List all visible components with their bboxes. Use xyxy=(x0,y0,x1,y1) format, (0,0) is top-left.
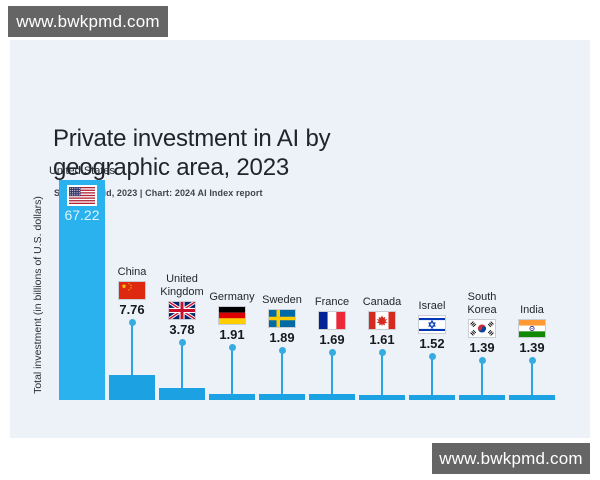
callout-dot-cn xyxy=(128,318,136,326)
flag-icon-il xyxy=(418,315,446,334)
callout-dot-in xyxy=(528,356,536,364)
bar-gb xyxy=(159,388,205,400)
country-annotation-ca: Canada 1.61 xyxy=(354,296,410,347)
bar-value-de: 1.91 xyxy=(219,327,245,342)
country-annotation-il: Israel 1.52 xyxy=(404,300,460,351)
callout-dot-de xyxy=(228,343,236,351)
flag-icon-in xyxy=(518,319,546,338)
country-annotation-cn: China 7.76 xyxy=(104,266,160,317)
callout-dot-il xyxy=(428,352,436,360)
flag-icon-cn xyxy=(118,281,146,300)
bar-de xyxy=(209,394,255,400)
country-annotation-kr: South Korea 1.39 xyxy=(454,291,510,355)
country-label-se: Sweden xyxy=(262,293,302,306)
country-label-gb: United Kingdom xyxy=(160,273,204,298)
callout-stem-se xyxy=(281,350,283,394)
bar-cn xyxy=(109,375,155,400)
country-annotation-in: India 1.39 xyxy=(504,304,560,355)
bar-value-ca: 1.61 xyxy=(369,332,395,347)
bar-kr xyxy=(459,395,505,400)
bar-in xyxy=(509,395,555,400)
flag-icon-kr xyxy=(468,319,496,338)
callout-dot-se xyxy=(278,346,286,354)
bar-value-il: 1.52 xyxy=(419,336,445,351)
bar-value-us: 67.22 xyxy=(64,207,100,223)
bar-value-kr: 1.39 xyxy=(469,340,495,355)
bar-se xyxy=(259,394,305,400)
flag-icon-se xyxy=(268,309,296,328)
watermark-bottom-right: www.bwkpmd.com xyxy=(432,443,590,474)
bar-ca xyxy=(359,395,405,400)
callout-stem-fr xyxy=(331,352,333,394)
callout-stem-ca xyxy=(381,352,383,395)
callout-stem-in xyxy=(531,360,533,395)
chart-title: Private investment in AI by geographic a… xyxy=(53,124,331,182)
callout-dot-fr xyxy=(328,348,336,356)
country-annotation-se: Sweden 1.89 xyxy=(254,294,310,345)
bar-us xyxy=(59,180,105,400)
country-label-de: Germany xyxy=(209,290,255,303)
bar-fr xyxy=(309,394,355,400)
source-note: Source: Quid, 2023 | Chart: 2024 AI Inde… xyxy=(54,188,263,198)
country-annotation-fr: France 1.69 xyxy=(304,296,360,347)
flag-icon-gb xyxy=(168,301,196,320)
callout-dot-ca xyxy=(378,348,386,356)
country-annotation-de: Germany 1.91 xyxy=(204,291,260,342)
chart-panel: Private investment in AI by geographic a… xyxy=(10,40,590,438)
callout-stem-il xyxy=(431,356,433,395)
country-label-kr: South Korea xyxy=(467,291,497,316)
callout-stem-kr xyxy=(481,360,483,395)
country-label-in: India xyxy=(520,303,544,316)
bar-value-se: 1.89 xyxy=(269,330,295,345)
flag-icon-us xyxy=(67,185,97,206)
bar-value-cn: 7.76 xyxy=(119,302,145,317)
country-label-il: Israel xyxy=(418,299,446,312)
flag-icon-fr xyxy=(318,311,346,330)
callout-stem-gb xyxy=(181,342,183,388)
bar-value-in: 1.39 xyxy=(519,340,545,355)
country-label-us: United States xyxy=(48,165,116,177)
y-axis-label: Total investment (in billions of U.S. do… xyxy=(32,196,44,394)
country-annotation-gb: United Kingdom 3.78 xyxy=(154,273,210,337)
watermark-top-left: www.bwkpmd.com xyxy=(8,6,168,37)
callout-dot-kr xyxy=(478,356,486,364)
country-label-cn: China xyxy=(117,265,147,278)
callout-dot-gb xyxy=(178,338,186,346)
chart-title-line1: Private investment in AI by xyxy=(53,125,331,152)
flag-icon-de xyxy=(218,306,246,325)
country-label-fr: France xyxy=(314,295,350,308)
callout-stem-cn xyxy=(131,322,133,375)
bar-value-fr: 1.69 xyxy=(319,332,345,347)
bar-il xyxy=(409,395,455,400)
chart-title-line2: geographic area, 2023 xyxy=(53,154,289,181)
callout-stem-de xyxy=(231,347,233,394)
bar-value-gb: 3.78 xyxy=(169,322,195,337)
flag-icon-ca xyxy=(368,311,396,330)
country-label-ca: Canada xyxy=(362,295,402,308)
